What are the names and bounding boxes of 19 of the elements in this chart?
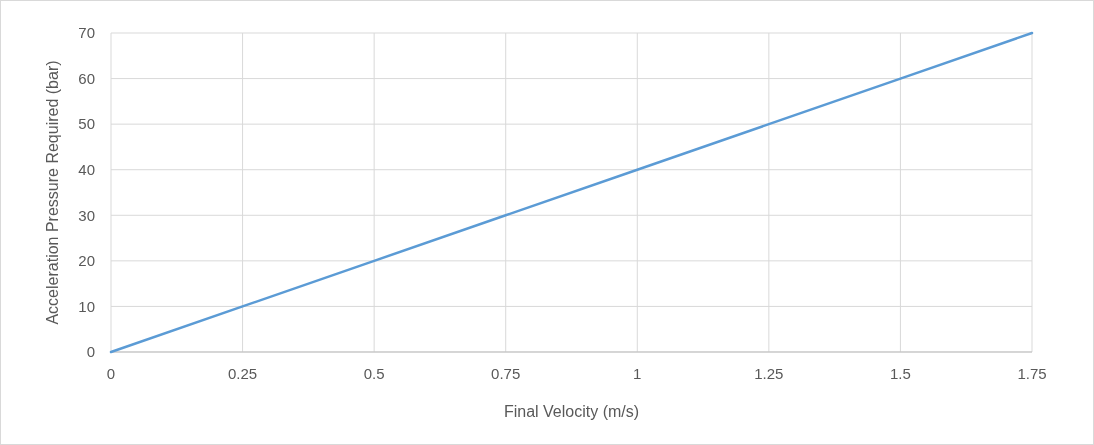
x-tick-label: 0.75 bbox=[491, 365, 521, 382]
x-axis-title: Final Velocity (m/s) bbox=[503, 403, 640, 420]
x-tick-label: 1.5 bbox=[890, 365, 911, 382]
y-tick-label: 30 bbox=[78, 206, 95, 224]
y-tick-label: 50 bbox=[78, 115, 95, 133]
x-tick-label: 0.5 bbox=[363, 365, 385, 382]
y-tick-label: 20 bbox=[78, 252, 95, 270]
y-tick-label: 40 bbox=[78, 160, 95, 178]
y-axis-title: Acceleration Pressure Required (bar) bbox=[44, 60, 61, 325]
y-tick-label: 60 bbox=[78, 69, 95, 87]
line-series bbox=[109, 31, 1034, 354]
x-tick-label: 1.75 bbox=[1017, 365, 1047, 382]
x-tick-label: 1.25 bbox=[754, 365, 784, 382]
x-tick-label: 0 bbox=[106, 365, 116, 382]
y-tick-label: 70 bbox=[78, 24, 95, 42]
y-tick-label: 0 bbox=[86, 343, 95, 361]
x-tick-label: 0.25 bbox=[227, 365, 258, 382]
x-tick-label: 1 bbox=[633, 365, 642, 382]
y-tick-label: 10 bbox=[78, 297, 95, 315]
